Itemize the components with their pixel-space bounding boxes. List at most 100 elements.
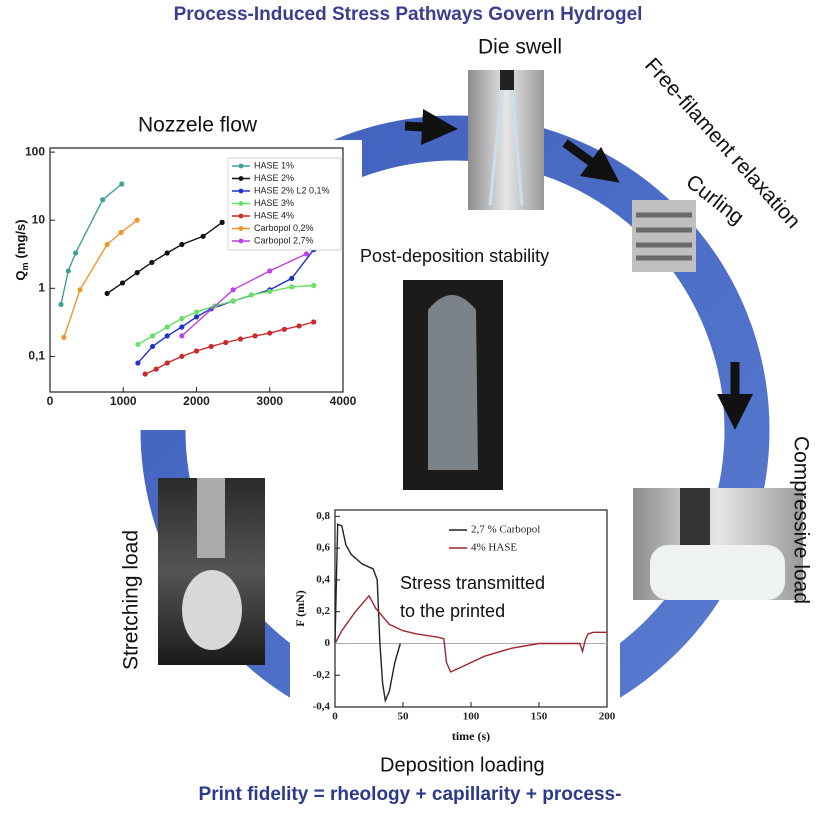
data-point (200, 233, 206, 239)
stage-label: Deposition loading (380, 754, 545, 776)
x-axis-label: time (s) (452, 729, 490, 743)
note: Stress transmitted (400, 573, 545, 593)
series-line (334, 523, 401, 704)
y-tick-label: -0,2 (313, 669, 331, 681)
x-tick-label: 4000 (330, 394, 357, 408)
x-tick-label: 2000 (183, 394, 210, 408)
x-tick-label: 50 (398, 711, 410, 723)
chart-panel (290, 505, 620, 750)
data-point (219, 219, 225, 225)
arrow (562, 139, 620, 183)
data-point (281, 326, 287, 332)
stage-label: Stretching load (120, 530, 143, 670)
legend-label: HASE 3% (254, 198, 294, 208)
y-tick-label: 0,8 (316, 510, 330, 522)
stage-label: Post-deposition stability (360, 246, 549, 266)
y-tick-label: 0,4 (316, 573, 330, 585)
data-point (179, 353, 185, 359)
x-tick-label: 150 (531, 711, 548, 723)
data-point (193, 309, 200, 315)
data-point (104, 290, 110, 297)
data-point (311, 319, 317, 325)
data-point (164, 250, 170, 256)
data-point (61, 334, 67, 341)
legend-label: Carbopol 2,7% (254, 235, 314, 245)
stage-label: Compressive load (789, 436, 812, 604)
legend-label: HASE 2% L2 0,1% (254, 185, 330, 195)
series-line (106, 221, 223, 295)
y-tick-label: 10 (32, 212, 46, 226)
data-point (193, 348, 200, 354)
data-point (248, 292, 255, 298)
stage-label: Nozzele flow (138, 114, 258, 137)
data-point (267, 288, 273, 295)
y-tick-label: 0,6 (316, 542, 330, 554)
data-point (252, 333, 258, 339)
series-line (334, 594, 607, 673)
footer: Print fidelity = rheology + capillarity … (199, 784, 622, 805)
arrow (404, 109, 458, 145)
data-point (223, 339, 229, 346)
legend-swatch (238, 226, 244, 231)
label-part: Q (13, 270, 28, 280)
x-tick-label: 100 (463, 711, 480, 723)
data-point (134, 217, 140, 223)
data-point (267, 330, 273, 336)
y-tick-label: 1 (38, 280, 45, 294)
legend-label: HASE 2% (254, 173, 294, 183)
legend-label: 2,7 % Carbopol (471, 524, 540, 536)
data-point (77, 287, 83, 293)
post-deposition-photo (403, 280, 503, 490)
label-part: (mg/s) (13, 219, 28, 258)
data-point (296, 323, 302, 329)
title: Process-Induced Stress Pathways Govern H… (174, 4, 643, 25)
data-point (153, 366, 159, 372)
data-point (179, 324, 185, 330)
data-point (135, 341, 141, 348)
legend-swatch (238, 238, 244, 244)
series-line (137, 249, 315, 364)
curling-photo (632, 200, 696, 272)
note: to the printed (400, 601, 505, 621)
label-part: m (20, 262, 30, 270)
data-point (119, 181, 125, 187)
x-tick-label: 0 (332, 711, 338, 723)
data-point (164, 333, 170, 339)
stretching-photo (158, 478, 265, 665)
legend-swatch (238, 213, 244, 219)
data-point (311, 282, 317, 289)
data-point (119, 280, 126, 286)
x-tick-label: 1000 (110, 394, 137, 408)
data-point (100, 197, 106, 203)
data-point (104, 241, 110, 248)
legend-label: HASE 4% (254, 210, 294, 220)
data-point (149, 343, 156, 350)
data-point (179, 241, 185, 248)
data-point (237, 336, 244, 342)
legend-swatch (238, 188, 244, 194)
data-point (58, 301, 64, 308)
compressive-photo (633, 488, 803, 600)
legend-swatch (238, 201, 244, 206)
stage-label: Die swell (478, 36, 562, 59)
legend-label: HASE 1% (254, 160, 294, 170)
legend-label: 4% HASE (471, 542, 517, 554)
y-tick-label: 0,1 (28, 349, 45, 363)
data-point (179, 315, 185, 322)
data-point (118, 229, 124, 236)
data-point (149, 259, 155, 266)
data-point (164, 324, 170, 330)
legend-swatch (238, 163, 244, 169)
y-tick-label: 100 (25, 144, 45, 158)
data-point (73, 250, 79, 256)
y-axis-label: Qm (mg/s) (13, 219, 30, 280)
data-point (193, 314, 200, 320)
y-tick-label: -0,4 (313, 701, 331, 713)
x-tick-label: 0 (47, 394, 54, 408)
legend-label: Carbopol 0,2% (254, 223, 314, 233)
data-point (230, 298, 236, 304)
x-tick-label: 3000 (256, 394, 283, 408)
data-point (179, 333, 185, 339)
